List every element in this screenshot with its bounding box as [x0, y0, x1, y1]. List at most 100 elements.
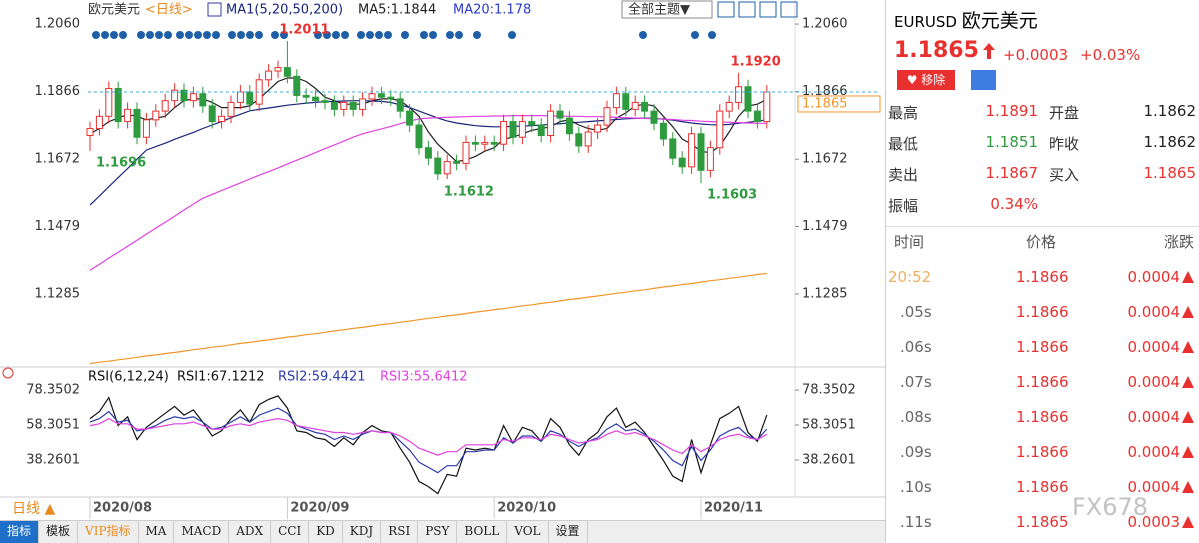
stat-value: 1.1865 — [1143, 164, 1197, 182]
toolbar-item[interactable]: CCI — [271, 521, 310, 543]
tick-price: 1.1866 — [1016, 443, 1069, 461]
toolbar-item[interactable]: 设置 — [549, 521, 588, 543]
tick-time: .11s — [900, 513, 932, 531]
signal-dot — [314, 31, 322, 39]
high-annotation: 1.1920 — [731, 54, 781, 69]
toolbar-item[interactable]: KDJ — [343, 521, 382, 543]
toolbar-item[interactable]: VOL — [507, 521, 549, 543]
rsi-legend: RSI(6,12,24) — [88, 370, 169, 385]
tick-arrow — [1182, 306, 1194, 318]
rsi-line — [89, 417, 768, 456]
stat-value: 0.34% — [990, 195, 1038, 213]
tick-arrow — [1182, 411, 1194, 423]
period-button-label[interactable]: 日线 ▲ — [12, 501, 55, 517]
tool-icons[interactable] — [717, 1, 798, 18]
quote-price: 1.1865 — [894, 38, 979, 63]
candle-body — [471, 141, 479, 145]
toolbar-item[interactable]: 指标 — [0, 521, 40, 543]
tick-change: 0.0004 — [1127, 268, 1181, 286]
theme-button[interactable] — [621, 0, 713, 19]
tick-change: 0.0004 — [1127, 443, 1181, 461]
stat-label: 昨收 — [1049, 135, 1080, 153]
candle-body — [744, 86, 752, 112]
signal-dot — [429, 31, 437, 39]
candle-body — [697, 133, 705, 171]
toolbar-item[interactable]: VIP指标 — [78, 521, 139, 543]
y2-tick-label: 1.2060 — [802, 17, 848, 32]
tick-time: .07s — [900, 373, 932, 391]
toolbar-item[interactable]: RSI — [381, 521, 419, 543]
candle-body — [716, 110, 724, 149]
y2-tick-label: 1.1672 — [802, 152, 848, 167]
ma20-legend: MA20:1.178 — [453, 3, 531, 18]
stat-value: 1.1867 — [985, 164, 1039, 182]
tick-price: 1.1866 — [1016, 373, 1069, 391]
y-tick-label: 1.1866 — [35, 84, 81, 99]
toolbar-item[interactable]: PSY — [418, 521, 458, 543]
signal-dot — [255, 31, 263, 39]
rsi-line — [89, 407, 768, 474]
signal-dot — [228, 31, 236, 39]
candle-body — [406, 110, 414, 126]
candle-body — [377, 93, 385, 98]
y-tick-label: 1.1479 — [35, 219, 81, 234]
signal-dot — [246, 31, 254, 39]
symbol-name: 欧元美元 — [88, 3, 140, 18]
settings-icon[interactable] — [2, 367, 14, 379]
candle-body — [453, 161, 461, 164]
signal-dot — [280, 31, 288, 39]
alert-button[interactable] — [971, 70, 996, 90]
candle-body — [688, 133, 696, 168]
theme-button-label[interactable]: 全部主题▼ — [628, 2, 690, 18]
y2-tick-label: 78.3502 — [802, 383, 856, 398]
y2-tick-label: 1.1285 — [802, 286, 848, 301]
last-price-box — [797, 95, 881, 113]
quote-change: +0.0003 — [1003, 46, 1069, 64]
stat-label: 卖出 — [888, 166, 919, 184]
signal-dot — [323, 31, 331, 39]
candle-body — [302, 94, 310, 98]
toolbar-item[interactable]: BOLL — [457, 521, 508, 543]
candle-body — [152, 110, 160, 121]
toolbar-item[interactable]: MA — [139, 521, 175, 543]
toolbar-item[interactable]: MACD — [174, 521, 230, 543]
candle-body — [396, 98, 404, 112]
toolbar-item[interactable]: KD — [309, 521, 343, 543]
signal-dot — [155, 31, 163, 39]
candle-body — [114, 87, 122, 123]
candle-body — [283, 67, 291, 77]
signal-dot — [455, 31, 463, 39]
watermark: FX678 — [1072, 493, 1149, 521]
candle-body — [537, 124, 545, 136]
period: <日线> — [145, 3, 193, 18]
toolbar-item[interactable]: 模板 — [39, 521, 79, 543]
signal-dot — [708, 31, 716, 39]
tick-time: 20:52 — [888, 268, 932, 286]
candle-body — [359, 98, 367, 110]
candle-body — [669, 138, 677, 159]
signal-dot — [341, 31, 349, 39]
candle-body — [349, 101, 357, 110]
period-button[interactable] — [3, 499, 75, 519]
signal-dot — [185, 31, 193, 39]
candle-body — [424, 147, 432, 159]
y-tick-label: 78.3502 — [26, 383, 80, 398]
signal-dot — [92, 31, 100, 39]
candle-body — [584, 131, 592, 147]
candle-body — [189, 93, 197, 102]
remove-button[interactable]: ♥ 移除 — [897, 70, 955, 90]
signal-dot — [212, 31, 220, 39]
toolbar-item[interactable]: ADX — [229, 521, 272, 543]
candle-body — [481, 141, 489, 145]
stat-value: 1.1891 — [985, 102, 1039, 120]
stat-label: 最低 — [888, 135, 919, 153]
candle-body — [368, 93, 376, 100]
tick-change: 0.0004 — [1127, 408, 1181, 426]
column-header: 涨跌 — [1163, 233, 1194, 251]
rsi-legend: RSI2:59.4421 — [278, 370, 366, 385]
ma-legend: MA1(5,20,50,200) — [226, 3, 343, 18]
signal-dot — [401, 31, 409, 39]
ma-icon — [207, 2, 222, 17]
candle-body — [142, 119, 150, 138]
